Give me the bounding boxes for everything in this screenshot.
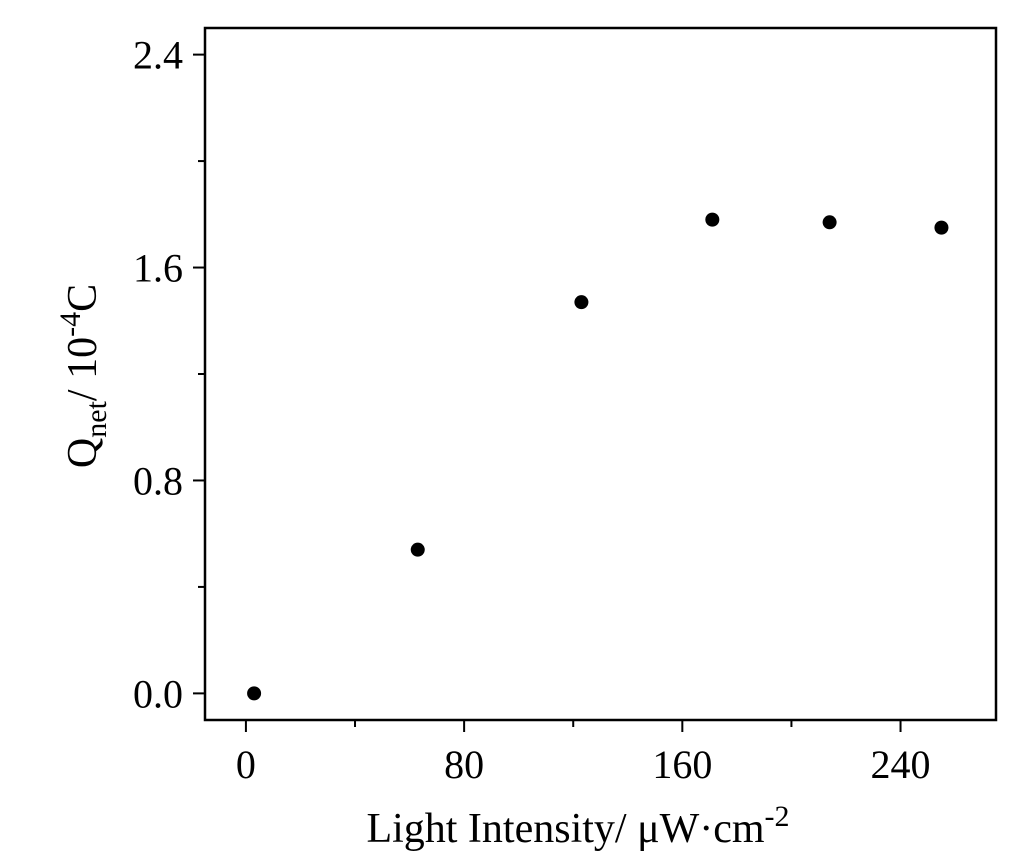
y-axis-title-tail: C [60, 284, 106, 312]
y-axis-title-superscript: -4 [54, 312, 87, 337]
data-point [410, 542, 425, 557]
data-point [822, 215, 837, 230]
x-axis-title-main: Light Intensity/ μW·cm [366, 806, 764, 852]
x-axis-title-superscript: -2 [765, 800, 790, 833]
y-axis-title-unit: / 10 [60, 337, 106, 401]
y-tick-label: 2.4 [133, 33, 183, 78]
data-point [247, 686, 262, 701]
y-axis-title-subscript: net [80, 400, 113, 437]
y-tick-label: 0.0 [133, 671, 183, 716]
x-tick-label: 0 [236, 742, 256, 787]
y-tick-label: 0.8 [133, 458, 183, 503]
data-point [574, 295, 589, 310]
data-point [934, 220, 949, 235]
y-axis-title-main: Q [60, 438, 106, 468]
y-axis-title: Qnet/ 10-4C [54, 284, 113, 468]
x-axis-title: Light Intensity/ μW·cm-2 [366, 800, 789, 852]
svg-text:Qnet/ 10-4C: Qnet/ 10-4C [54, 284, 113, 468]
x-tick-label: 80 [444, 742, 484, 787]
plot-frame [203, 26, 998, 722]
x-tick-label: 240 [871, 742, 931, 787]
y-tick-label: 1.6 [133, 246, 183, 291]
data-point [705, 212, 720, 227]
x-tick-label: 160 [652, 742, 712, 787]
